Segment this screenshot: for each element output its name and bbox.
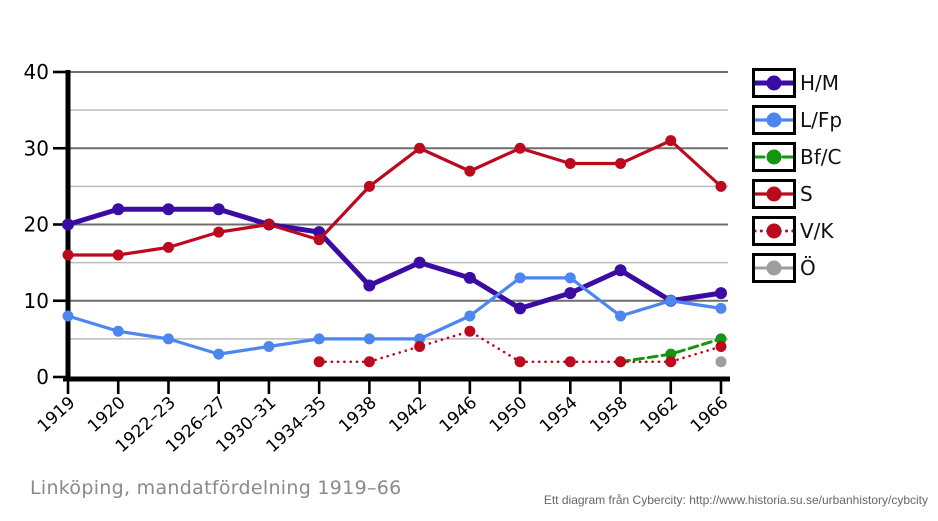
x-tick-label: 1962 (637, 393, 683, 437)
data-point-lfp (464, 310, 476, 322)
x-tick-label: 1958 (586, 393, 632, 437)
data-point-vk (514, 356, 526, 368)
legend-swatch-vk-icon (752, 216, 796, 246)
y-tick-label: 10 (24, 289, 49, 313)
data-point-vk (414, 341, 426, 352)
legend-item-hm: H/M (752, 68, 842, 98)
data-point-s (263, 219, 275, 230)
data-point-hm (162, 203, 175, 216)
data-point-vk (564, 356, 576, 368)
data-point-vk (715, 341, 727, 352)
data-point-hm (363, 279, 376, 292)
data-point-vk (363, 356, 375, 368)
data-point-s (414, 142, 426, 154)
data-point-hm (715, 287, 727, 300)
data-point-bfc (715, 333, 727, 345)
data-point-vk (464, 325, 476, 337)
data-point-hm (62, 218, 74, 231)
data-point-lfp (62, 310, 74, 322)
data-point-s (62, 249, 74, 261)
x-tick-label: 1942 (385, 393, 431, 437)
data-point-lfp (112, 325, 124, 337)
legend-item-vk: V/K (752, 216, 842, 246)
data-point-lfp (514, 272, 526, 284)
data-point-lfp (564, 272, 576, 284)
data-point-hm (413, 256, 426, 269)
data-point-lfp (414, 333, 426, 345)
data-point-lfp (263, 341, 275, 352)
y-tick-label: 0 (36, 365, 49, 389)
y-tick-label: 30 (24, 136, 49, 160)
data-point-hm (564, 287, 577, 300)
data-point-lfp (665, 295, 677, 307)
x-tick-label: 1919 (34, 393, 80, 437)
x-tick-label: 1950 (486, 393, 532, 437)
x-tick-label: 1966 (687, 393, 733, 437)
data-point-hm (614, 264, 627, 277)
series-line-3-s (66, 139, 723, 257)
legend-item-lfp: L/Fp (752, 105, 843, 135)
legend-swatch-hm-icon (752, 68, 796, 98)
data-point-s (112, 249, 124, 261)
data-point-s (162, 241, 174, 253)
x-tick-label: 1938 (335, 393, 381, 437)
legend-label-lfp: L/Fp (800, 108, 843, 132)
data-point-s (514, 142, 526, 154)
legend-swatch-bfc-icon (752, 142, 796, 172)
data-point-hm (514, 302, 527, 315)
attribution-text: Ett diagram från Cybercity: http://www.h… (543, 493, 928, 507)
data-point-lfp (615, 310, 627, 322)
data-point-s (615, 158, 627, 169)
chart-title: Linköping, mandatfördelning 1919–66 (30, 477, 402, 499)
data-point-bfc (665, 348, 677, 360)
legend-label-vk: V/K (800, 219, 834, 243)
x-tick-label: 1954 (536, 393, 582, 437)
data-point-s (564, 158, 576, 169)
series-line-0-hm (65, 206, 724, 311)
data-point-hm (112, 203, 125, 216)
series-line-1-lfp (66, 276, 723, 356)
data-point-lfp (363, 333, 375, 345)
legend-swatch-o-icon (752, 253, 796, 283)
x-tick-label: 1946 (436, 393, 482, 437)
data-point-s (464, 165, 476, 177)
data-point-vk (313, 356, 325, 368)
legend-label-bfc: Bf/C (800, 145, 842, 169)
data-point-lfp (313, 333, 325, 345)
data-point-s (313, 234, 325, 246)
data-point-s (363, 180, 375, 192)
legend-swatch-lfp-icon (752, 105, 796, 135)
data-point-ö (715, 356, 727, 368)
data-point-lfp (213, 348, 225, 360)
data-point-lfp (715, 302, 727, 314)
y-tick-label: 20 (24, 213, 49, 237)
data-point-s (665, 135, 677, 147)
data-point-hm (212, 203, 225, 216)
legend-label-hm: H/M (800, 71, 840, 95)
legend-item-bfc: Bf/C (752, 142, 842, 172)
legend-swatch-s-icon (752, 179, 796, 209)
data-point-vk (615, 356, 627, 368)
legend-item-s: S (752, 179, 842, 209)
legend: H/M L/Fp Bf/C S V/K Ö (752, 68, 843, 293)
data-point-lfp (162, 333, 174, 345)
y-tick-label: 40 (24, 60, 49, 84)
data-point-s (213, 226, 225, 238)
data-point-vk (665, 356, 677, 368)
legend-label-s: S (800, 182, 813, 206)
x-tick-label: 1920 (84, 393, 130, 437)
legend-item-o: Ö (752, 253, 842, 283)
data-point-hm (463, 271, 476, 284)
legend-label-o: Ö (800, 256, 816, 280)
data-point-s (715, 180, 727, 192)
